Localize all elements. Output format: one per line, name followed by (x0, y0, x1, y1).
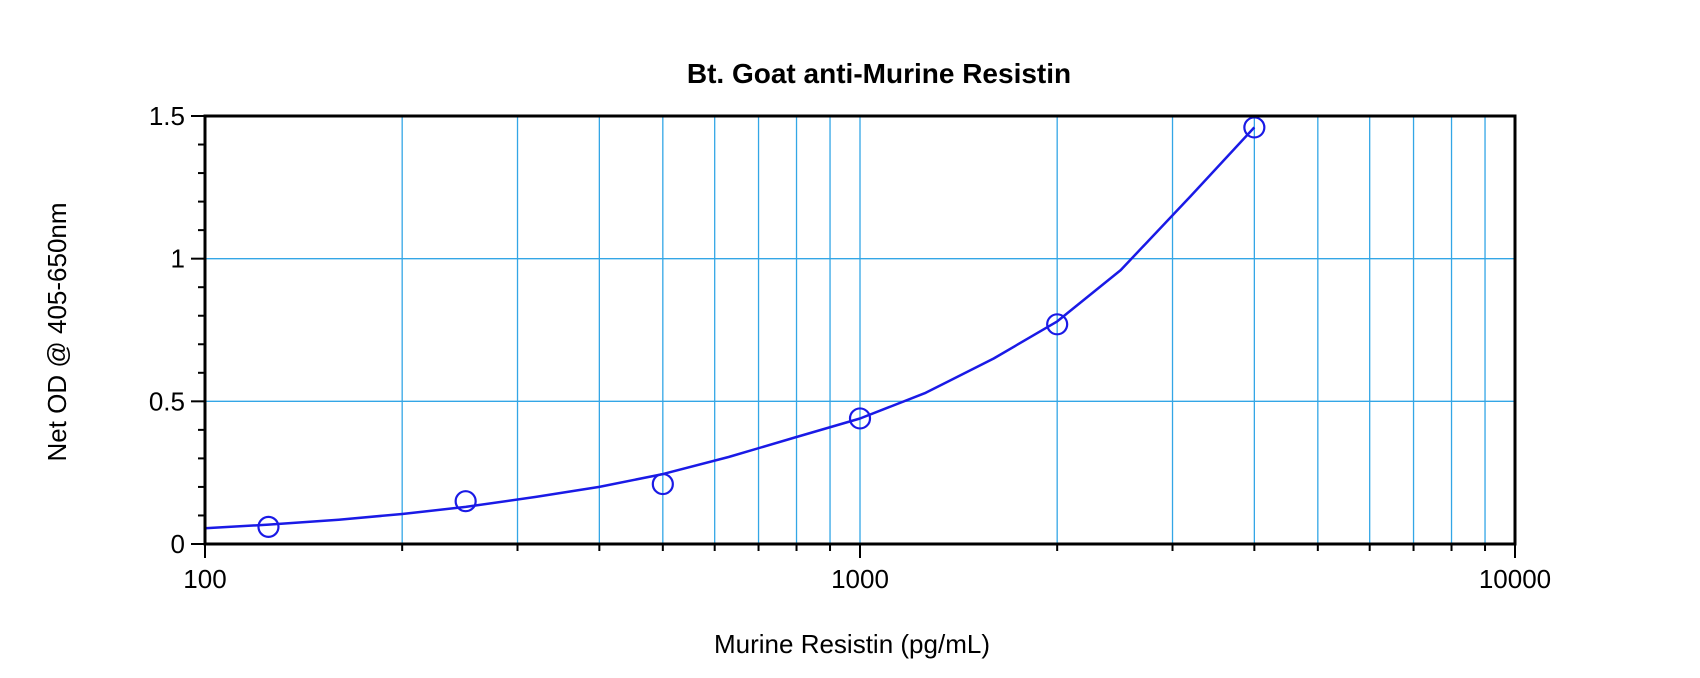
x-tick-label: 10000 (1479, 564, 1551, 594)
grid (205, 116, 1515, 544)
tick-labels: 100 1000 10000 0 0.5 1 1.5 (149, 101, 1551, 594)
y-tick-label: 1.5 (149, 101, 185, 131)
y-tick-label: 1 (171, 244, 185, 274)
tick-marks (191, 115, 1516, 558)
fit-curve-group (204, 126, 1256, 530)
data-point (257, 515, 280, 538)
y-tick-label: 0 (171, 529, 185, 559)
chart-title: Bt. Goat anti-Murine Resistin (687, 58, 1071, 89)
data-point (1046, 313, 1069, 336)
x-tick-label: 1000 (831, 564, 889, 594)
data-points (257, 116, 1266, 538)
x-tick-label: 100 (183, 564, 226, 594)
data-point (454, 490, 477, 513)
y-axis-label: Net OD @ 405-650nm (42, 202, 72, 461)
data-point (651, 472, 674, 496)
data-point (848, 407, 872, 430)
plot-frame (203, 114, 1517, 546)
x-axis-label: Murine Resistin (pg/mL) (714, 629, 990, 659)
fit-curve (204, 126, 1256, 530)
y-tick-label: 0.5 (149, 386, 185, 416)
